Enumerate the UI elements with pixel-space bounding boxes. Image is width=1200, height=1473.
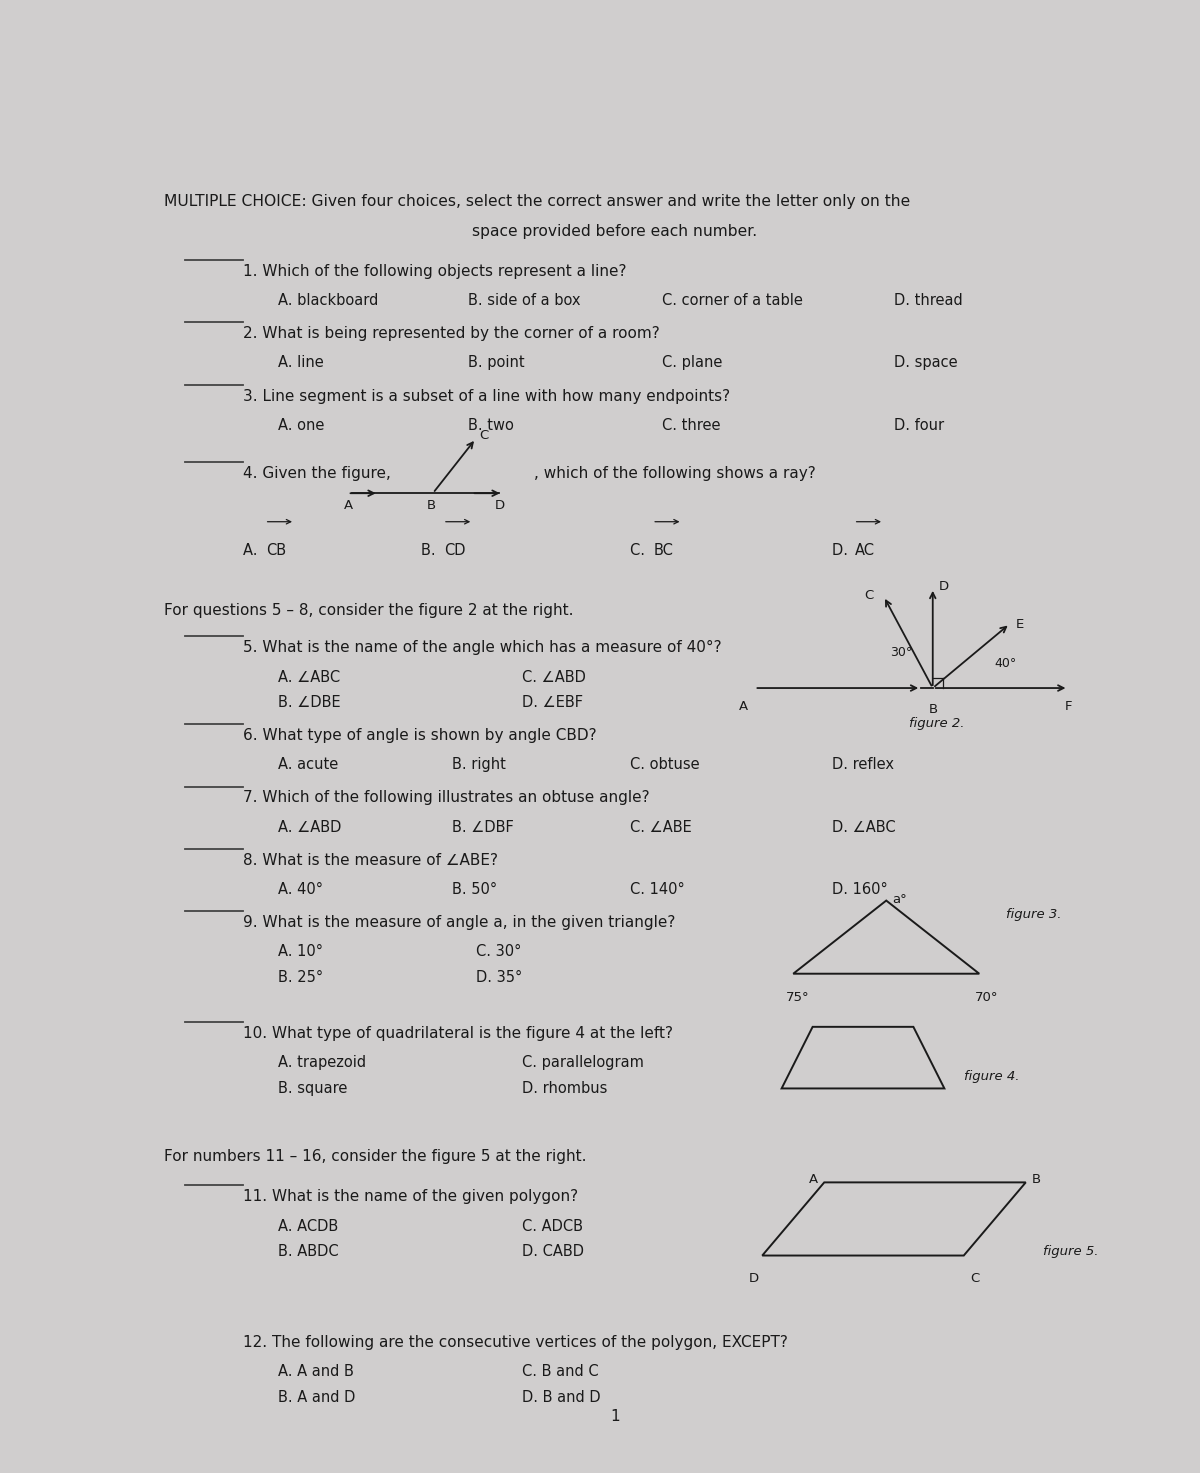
Text: space provided before each number.: space provided before each number.: [473, 224, 757, 239]
Text: 2. What is being represented by the corner of a room?: 2. What is being represented by the corn…: [242, 326, 660, 342]
Text: A. 40°: A. 40°: [278, 882, 323, 897]
Text: B. two: B. two: [468, 418, 514, 433]
Text: 6. What type of angle is shown by angle CBD?: 6. What type of angle is shown by angle …: [242, 728, 596, 742]
Text: B. right: B. right: [452, 757, 506, 772]
Text: 1: 1: [610, 1408, 620, 1424]
Text: D. CABD: D. CABD: [522, 1245, 584, 1259]
Text: B. ∠DBF: B. ∠DBF: [452, 819, 514, 835]
Text: 7. Which of the following illustrates an obtuse angle?: 7. Which of the following illustrates an…: [242, 791, 649, 806]
Text: figure 5.: figure 5.: [1043, 1245, 1098, 1258]
Text: B.: B.: [421, 544, 440, 558]
Text: D. 35°: D. 35°: [475, 969, 522, 985]
Text: A. ∠ABC: A. ∠ABC: [278, 670, 340, 685]
Text: B. point: B. point: [468, 355, 524, 370]
Text: C: C: [970, 1273, 979, 1286]
Text: D. reflex: D. reflex: [832, 757, 894, 772]
Text: A. line: A. line: [278, 355, 324, 370]
Text: B. 25°: B. 25°: [278, 969, 323, 985]
Text: C. obtuse: C. obtuse: [630, 757, 700, 772]
Text: C. ∠ABE: C. ∠ABE: [630, 819, 692, 835]
Text: CD: CD: [444, 544, 466, 558]
Text: 5. What is the name of the angle which has a measure of 40°?: 5. What is the name of the angle which h…: [242, 641, 721, 655]
Text: figure 3.: figure 3.: [1007, 909, 1062, 921]
Text: D. ∠ABC: D. ∠ABC: [832, 819, 895, 835]
Text: D: D: [938, 580, 949, 594]
Text: For numbers 11 – 16, consider the figure 5 at the right.: For numbers 11 – 16, consider the figure…: [164, 1149, 587, 1164]
Text: 75°: 75°: [786, 991, 809, 1003]
Text: C. 30°: C. 30°: [475, 944, 521, 959]
Text: 10. What type of quadrilateral is the figure 4 at the left?: 10. What type of quadrilateral is the fi…: [242, 1027, 673, 1041]
Text: D. space: D. space: [894, 355, 958, 370]
Text: A. ACDB: A. ACDB: [278, 1218, 338, 1233]
Text: 1. Which of the following objects represent a line?: 1. Which of the following objects repres…: [242, 264, 626, 278]
Text: A: A: [343, 499, 353, 513]
Text: B. A and D: B. A and D: [278, 1389, 355, 1405]
Text: D. B and D: D. B and D: [522, 1389, 601, 1405]
Text: A. one: A. one: [278, 418, 324, 433]
Text: 3. Line segment is a subset of a line with how many endpoints?: 3. Line segment is a subset of a line wi…: [242, 389, 730, 404]
Text: AC: AC: [856, 544, 875, 558]
Text: C: C: [480, 430, 488, 442]
Text: 4. Given the figure,: 4. Given the figure,: [242, 467, 391, 482]
Text: C. plane: C. plane: [661, 355, 722, 370]
Text: D: D: [749, 1273, 758, 1286]
Text: D. four: D. four: [894, 418, 944, 433]
Text: 30°: 30°: [890, 645, 912, 658]
Text: C. ADCB: C. ADCB: [522, 1218, 583, 1233]
Text: D. rhombus: D. rhombus: [522, 1081, 607, 1096]
Text: A: A: [809, 1173, 818, 1186]
Text: B. ∠DBE: B. ∠DBE: [278, 695, 341, 710]
Text: B. ABDC: B. ABDC: [278, 1245, 338, 1259]
Text: B. side of a box: B. side of a box: [468, 293, 581, 308]
Text: A. trapezoid: A. trapezoid: [278, 1055, 366, 1071]
Text: 9. What is the measure of angle a, in the given triangle?: 9. What is the measure of angle a, in th…: [242, 915, 676, 929]
Text: 8. What is the measure of ∠ABE?: 8. What is the measure of ∠ABE?: [242, 853, 498, 868]
Text: 11. What is the name of the given polygon?: 11. What is the name of the given polygo…: [242, 1189, 578, 1205]
Text: For questions 5 – 8, consider the figure 2 at the right.: For questions 5 – 8, consider the figure…: [164, 604, 574, 619]
Text: C: C: [864, 589, 874, 601]
Text: figure 2.: figure 2.: [910, 717, 965, 731]
Text: MULTIPLE CHOICE: Given four choices, select the correct answer and write the let: MULTIPLE CHOICE: Given four choices, sel…: [164, 194, 911, 209]
Text: B: B: [929, 704, 938, 716]
Text: D: D: [494, 499, 505, 513]
Text: a°: a°: [893, 893, 907, 906]
Text: C. ∠ABD: C. ∠ABD: [522, 670, 586, 685]
Text: 12. The following are the consecutive vertices of the polygon, EXCEPT?: 12. The following are the consecutive ve…: [242, 1335, 788, 1349]
Text: figure 4.: figure 4.: [964, 1069, 1019, 1083]
Text: B. 50°: B. 50°: [452, 882, 497, 897]
Text: B: B: [427, 499, 436, 513]
Text: B: B: [1032, 1173, 1042, 1186]
Text: D. 160°: D. 160°: [832, 882, 888, 897]
Text: CB: CB: [266, 544, 287, 558]
Text: A.: A.: [242, 544, 262, 558]
Text: A. acute: A. acute: [278, 757, 338, 772]
Text: C. three: C. three: [661, 418, 720, 433]
Text: C. 140°: C. 140°: [630, 882, 685, 897]
Text: E: E: [1016, 617, 1025, 630]
Text: A. ∠ABD: A. ∠ABD: [278, 819, 341, 835]
Text: C. B and C: C. B and C: [522, 1364, 599, 1379]
Text: 70°: 70°: [976, 991, 998, 1003]
Text: B. square: B. square: [278, 1081, 347, 1096]
Text: , which of the following shows a ray?: , which of the following shows a ray?: [534, 467, 815, 482]
Text: D. ∠EBF: D. ∠EBF: [522, 695, 583, 710]
Text: C.: C.: [630, 544, 650, 558]
Text: F: F: [1064, 700, 1072, 713]
Text: 40°: 40°: [995, 657, 1018, 670]
Text: A. 10°: A. 10°: [278, 944, 323, 959]
Text: D. thread: D. thread: [894, 293, 962, 308]
Text: A. blackboard: A. blackboard: [278, 293, 378, 308]
Text: BC: BC: [654, 544, 673, 558]
Text: A. A and B: A. A and B: [278, 1364, 354, 1379]
Text: C. parallelogram: C. parallelogram: [522, 1055, 644, 1071]
Text: C. corner of a table: C. corner of a table: [661, 293, 803, 308]
Text: D.: D.: [832, 544, 853, 558]
Text: A: A: [739, 700, 748, 713]
